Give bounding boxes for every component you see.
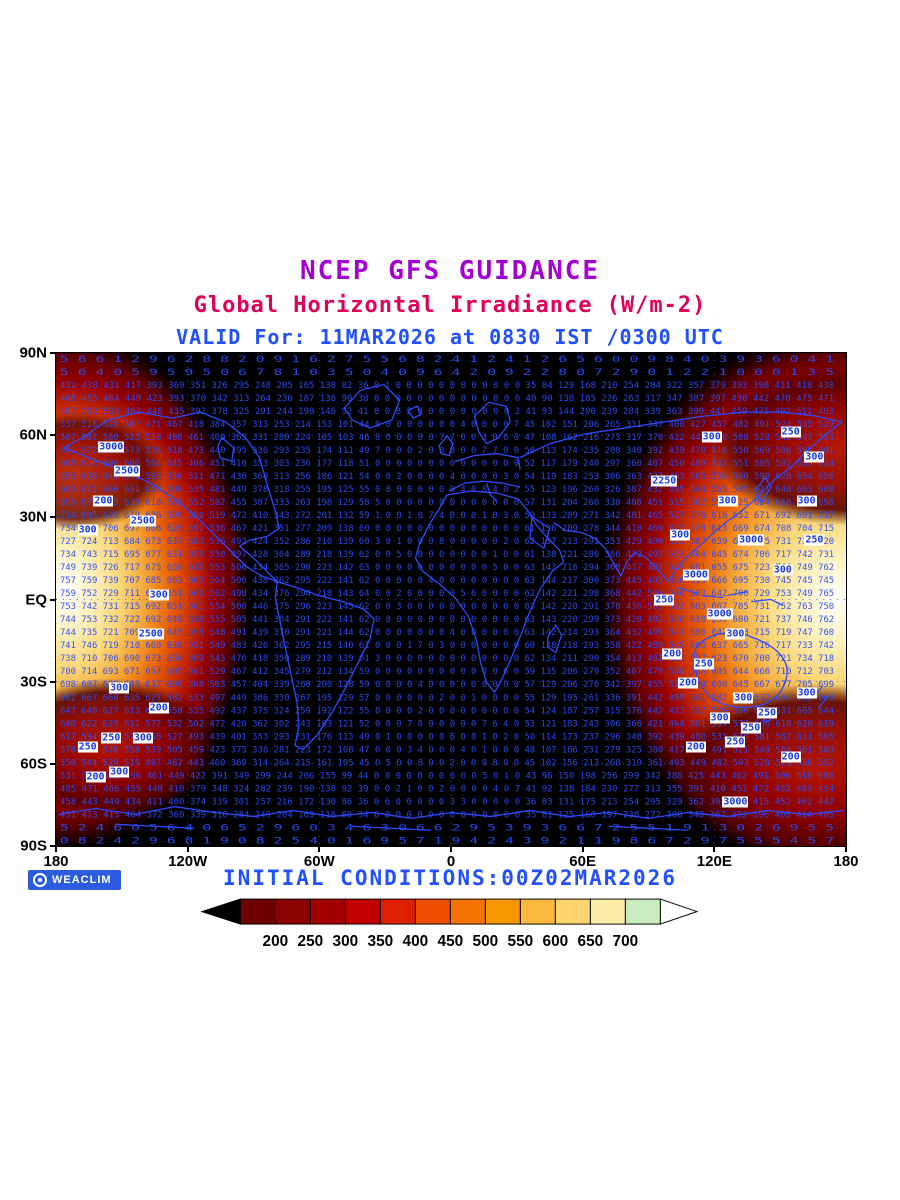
lon-tick <box>55 846 57 852</box>
svg-text:458 443 449 434 411 400 374 33: 458 443 449 434 411 400 374 339 301 257 … <box>60 796 834 806</box>
svg-text:665 672 660 631 600 580 535 48: 665 672 660 631 600 580 535 481 449 378 … <box>60 484 834 494</box>
model-title: NCEP GFS GUIDANCE <box>299 256 601 286</box>
logo-ring-icon <box>33 873 47 887</box>
colorbar-cell <box>309 898 346 925</box>
colorbar-tick-label: 500 <box>473 933 499 950</box>
colorbar-tick-label: 250 <box>298 933 324 950</box>
svg-text:759 752 729 711 695 651 600 56: 759 752 729 711 695 651 600 562 498 434 … <box>60 588 834 598</box>
svg-text:727 724 713 684 673 637 583 53: 727 724 713 684 673 637 583 536 492 424 … <box>60 536 834 546</box>
svg-text:550 544 529 515 487 482 443 40: 550 544 529 515 487 482 443 400 369 314 … <box>60 757 834 767</box>
colorbar-tick-label: 550 <box>508 933 534 950</box>
svg-text:5 6 4 0 5 9 5 9 5 0 6 7 8 1 0: 5 6 4 0 5 9 5 9 5 0 6 7 8 1 0 3 5 0 4 0 … <box>60 367 834 377</box>
colorbar-tick-label: 650 <box>578 933 604 950</box>
colorbar-cell <box>379 898 416 925</box>
variable-title: Global Horizontal Irradiance (W/m-2) <box>193 293 707 318</box>
svg-text:485 471 466 455 440 410 379 34: 485 471 466 455 440 410 379 348 324 282 … <box>60 783 834 793</box>
lat-label-30n: 30N <box>19 508 47 526</box>
svg-text:655 638 641 596 593 556 511 47: 655 638 641 596 593 556 511 471 430 368 … <box>60 471 834 481</box>
svg-text:734 727 706 697 666 626 591 53: 734 727 706 697 666 626 591 536 467 421 … <box>60 523 834 533</box>
colorbar-left-arrow <box>200 898 241 925</box>
colorbar-canvas: 200 250 300 350 400 450 500 550 600 650 700 <box>200 898 699 950</box>
colorbar-cell <box>449 898 486 925</box>
colorbar-cell <box>554 898 591 925</box>
colorbar-tick-label: 450 <box>438 933 464 950</box>
colorbar-cell <box>519 898 556 925</box>
svg-text:468 455 464 449 423 393 370 34: 468 455 464 449 423 393 370 342 313 264 … <box>60 393 834 403</box>
svg-text:698 687 685 665 637 609 568 50: 698 687 685 665 637 609 568 503 457 404 … <box>60 679 834 689</box>
valid-time-title: VALID For: 11MAR2026 at 0830 IST /0300 U… <box>176 325 724 349</box>
coastlines <box>57 383 845 831</box>
lon-tick <box>450 846 452 852</box>
svg-text:744 753 732 722 692 648 616 55: 744 753 732 722 692 648 616 555 505 441 … <box>60 614 834 624</box>
colorbar-cell <box>344 898 381 925</box>
daylight-irradiance-shading <box>56 353 846 846</box>
colorbar-tick-label: 350 <box>368 933 394 950</box>
svg-text:531 520 512 496 461 449 422 39: 531 520 512 496 461 449 422 391 349 299 … <box>60 770 834 780</box>
title-block: NCEP GFS GUIDANCE Global Horizontal Irra… <box>0 256 900 349</box>
colorbar-cell <box>589 898 626 925</box>
initial-conditions-text: INITIAL CONDITIONS:00Z02MAR2026 <box>223 866 677 890</box>
irradiance-colorbar: 200 250 300 350 400 450 500 550 600 650 700 <box>200 898 700 959</box>
colorbar-cell <box>484 898 521 925</box>
colorbar-cell <box>274 898 311 925</box>
coastline-antarctica <box>57 805 845 831</box>
lat-label-60n: 60N <box>19 426 47 444</box>
gridpoint-value-texture: 5 6 6 1 2 9 6 2 8 8 2 0 9 1 6 2 7 5 5 6 … <box>60 354 834 846</box>
svg-text:753 742 731 715 692 651 601 55: 753 742 731 715 692 651 601 554 500 446 … <box>60 601 834 611</box>
svg-text:578 563 576 558 539 505 459 42: 578 563 576 558 539 505 459 423 375 336 … <box>60 744 834 754</box>
svg-text:647 648 627 613 608 558 535 49: 647 648 627 613 608 558 535 492 437 375 … <box>60 705 834 715</box>
colorbar-tick-label: 400 <box>403 933 429 950</box>
coastline-europe-africa <box>406 401 565 694</box>
svg-text:714 695 678 679 636 599 560 51: 714 695 678 679 636 599 560 519 472 410 … <box>60 510 834 520</box>
lon-tick <box>186 846 189 852</box>
colorbar-tick-label: 600 <box>543 933 569 950</box>
lat-label-eq: EQ <box>25 591 47 608</box>
svg-text:487 502 503 462 446 435 392 37: 487 502 503 462 446 435 392 378 325 291 … <box>60 406 834 416</box>
coastline-asia-australia <box>519 411 843 723</box>
logo-text: WEACLIM <box>52 874 112 886</box>
svg-text:617 594 579 571 558 527 493 43: 617 594 579 571 558 527 493 439 401 353 … <box>60 731 834 741</box>
svg-text:567 567 560 523 510 486 461 40: 567 567 560 523 510 486 461 409 363 331 … <box>60 432 834 442</box>
svg-text:734 743 715 695 677 631 593 55: 734 743 715 695 677 631 593 550 497 428 … <box>60 549 834 559</box>
svg-text:757 759 739 707 685 663 605 56: 757 759 739 707 685 663 605 564 506 438 … <box>60 575 834 585</box>
svg-text:0 8 2 4 2 9 6 8 1 9 0 8 2 5 4: 0 8 2 4 2 9 6 8 1 9 0 8 2 5 4 0 1 6 9 5 … <box>60 835 834 845</box>
colorbar-cell <box>624 898 661 925</box>
svg-text:741 746 719 710 669 636 591 54: 741 746 719 710 669 636 591 549 483 426 … <box>60 640 834 650</box>
weaclim-logo-badge[interactable]: WEACLIM <box>28 870 121 890</box>
svg-text:608 618 600 600 564 545 486 45: 608 618 600 600 564 545 486 451 416 353 … <box>60 458 834 468</box>
coastline-americas <box>63 383 401 751</box>
colorbar-tick-label: 300 <box>333 933 359 950</box>
svg-text:601 572 569 573 536 518 473 44: 601 572 569 573 536 518 473 440 395 336 … <box>60 445 834 455</box>
lat-label-30s: 30S <box>20 673 47 691</box>
colorbar-tick-label: 700 <box>613 933 639 950</box>
colorbar-cell <box>239 898 276 925</box>
lon-tick <box>845 846 847 852</box>
svg-text:537 518 528 507 471 467 418 38: 537 518 528 507 471 467 418 384 357 313 … <box>60 419 834 429</box>
lon-tick <box>581 846 584 852</box>
svg-text:5 6 6 1 2 9 6 2 8 8 2 0 9 1 6: 5 6 6 1 2 9 6 2 8 8 2 0 9 1 6 2 7 5 5 6 … <box>60 354 834 364</box>
colorbar-tick-label: 200 <box>263 933 289 950</box>
colorbar-cell <box>414 898 451 925</box>
svg-text:695 677 683 639 618 581 552 50: 695 677 683 639 618 581 552 502 455 387 … <box>60 497 834 507</box>
lat-label-60s: 60S <box>20 755 47 773</box>
svg-text:432 438 431 417 393 369 351 32: 432 438 431 417 393 369 351 326 295 248 … <box>60 380 834 390</box>
svg-text:738 710 706 690 673 636 589 54: 738 710 706 690 673 636 589 543 476 418 … <box>60 653 834 663</box>
world-irradiance-map: 5 6 6 1 2 9 6 2 8 8 2 0 9 1 6 2 7 5 5 6 … <box>19 345 858 871</box>
map-canvas: 5 6 6 1 2 9 6 2 8 8 2 0 9 1 6 2 7 5 5 6 … <box>56 353 846 846</box>
lon-tick <box>713 846 716 852</box>
svg-text:640 622 629 611 577 532 502 47: 640 622 629 611 577 532 502 472 420 362 … <box>60 718 834 728</box>
svg-text:700 714 693 671 657 605 561 52: 700 714 693 671 657 605 561 529 467 412 … <box>60 666 834 676</box>
svg-text:5 2 4 6 0 5 6 4 0 6 5 2 9 6 0: 5 2 4 6 0 5 6 4 0 6 5 2 9 6 0 3 4 6 3 0 … <box>60 822 834 832</box>
colorbar-right-arrow <box>659 898 699 925</box>
svg-text:749 739 726 717 675 658 615 55: 749 739 726 717 675 658 615 553 506 434 … <box>60 562 834 572</box>
svg-text:744 735 721 709 687 645 595 54: 744 735 721 709 687 645 595 548 491 439 … <box>60 627 834 637</box>
graticule-grid <box>56 353 846 846</box>
lon-tick <box>318 846 321 852</box>
lat-label-90s: 90S <box>20 837 47 855</box>
svg-text:431 413 415 404 372 360 339 31: 431 413 415 404 372 360 339 316 284 249 … <box>60 809 834 819</box>
svg-text:682 667 660 635 627 582 533 49: 682 667 660 635 627 582 533 497 449 386 … <box>60 692 834 702</box>
